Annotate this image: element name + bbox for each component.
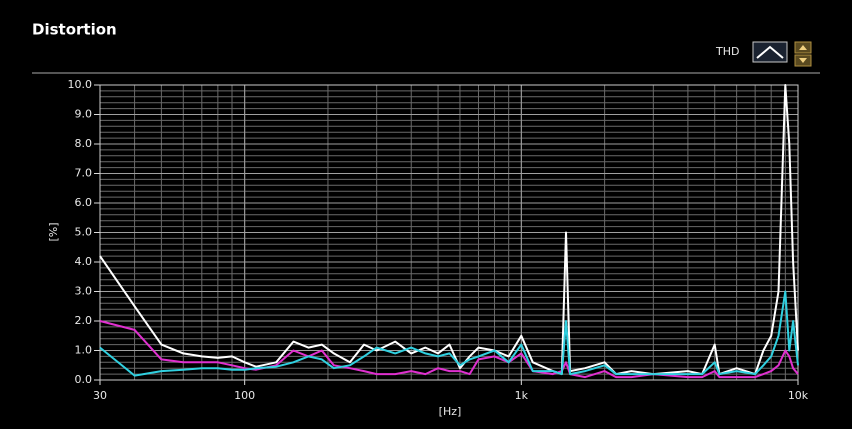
y-tick-label: 4.0 [75, 255, 93, 268]
y-tick-label: 0.0 [75, 373, 93, 386]
plot-frame [99, 84, 799, 381]
y-tick-label: 8.0 [75, 137, 93, 150]
curve-button[interactable] [752, 41, 788, 63]
up-arrow [799, 45, 807, 50]
curve-button-box[interactable] [752, 41, 788, 63]
curve-icon [756, 45, 784, 59]
x-tick-label: 1k [515, 389, 529, 402]
down-arrow [799, 58, 807, 63]
series-line [99, 290, 799, 377]
y-tick-label: 6.0 [75, 196, 93, 209]
x-axis-label: [Hz] [439, 405, 462, 418]
y-tick-label: 3.0 [75, 285, 93, 298]
panel-title: Distortion [32, 21, 117, 39]
x-tick-label: 10k [788, 389, 809, 402]
y-axis-label: [%] [47, 222, 60, 241]
spin-down[interactable] [794, 54, 812, 67]
y-tick-label: 2.0 [75, 314, 93, 327]
y-tick-label: 7.0 [75, 167, 93, 180]
x-tick-label: 100 [234, 389, 255, 402]
spin-up[interactable] [794, 41, 812, 54]
y-tick-label: 10.0 [68, 78, 93, 91]
x-tick-label: 30 [93, 389, 107, 402]
y-tick-label: 5.0 [75, 226, 93, 239]
y-tick-label: 1.0 [75, 344, 93, 357]
series-line [99, 84, 799, 376]
control-label: THD [715, 45, 739, 58]
plot: 0.0 1.0 2.0 3.0 4.0 5.0 6.0 7.0 8.0 9.0 10.0 30 100 1… [68, 78, 809, 402]
y-tick-label: 9.0 [75, 108, 93, 121]
